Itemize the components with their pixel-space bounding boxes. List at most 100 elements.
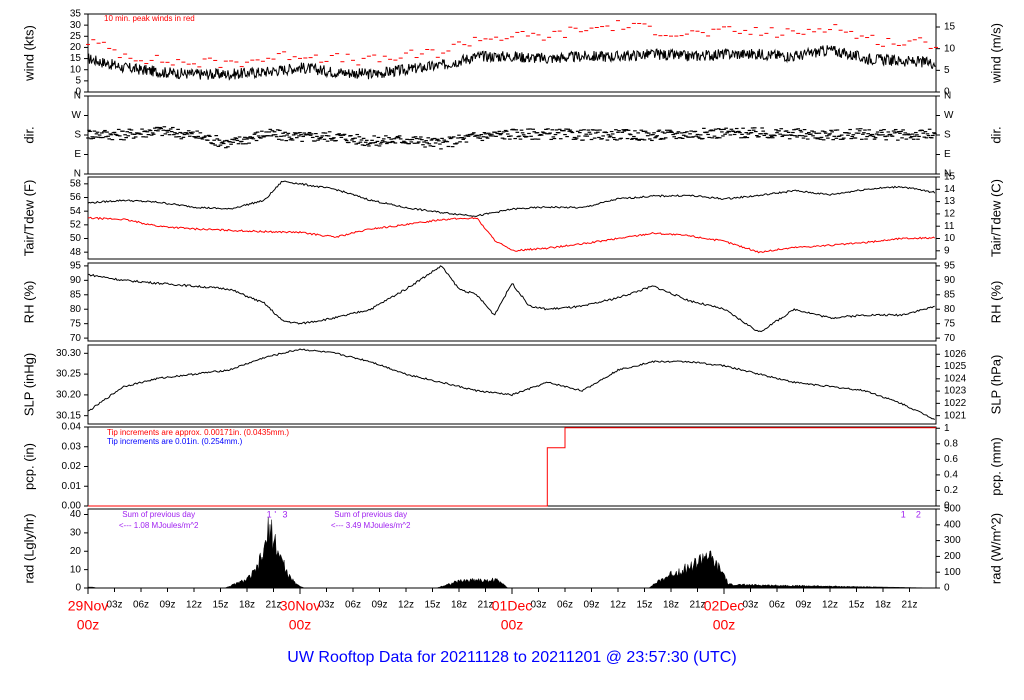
ytick-label-right-slp: 1023 [944, 386, 967, 397]
xtick-label: 18z [451, 600, 467, 611]
ytick-label-left-rh: 90 [70, 275, 82, 286]
radiation-marker: 2 [916, 509, 921, 519]
ytick-label-left-rh: 75 [70, 318, 82, 329]
ytick-label-left-temp: 50 [70, 233, 82, 244]
panel-frame-rh [87, 262, 937, 342]
xtick-label: 21z [477, 600, 493, 611]
ylabel-right-wind: wind (m/s) [988, 23, 1003, 84]
ytick-label-right-slp: 1022 [944, 398, 967, 409]
ytick-label-left-dir: W [72, 110, 82, 121]
chart-title: UW Rooftop Data for 20211128 to 20211201… [287, 649, 737, 666]
xtick-label: 12z [610, 600, 626, 611]
ytick-label-left-rad: 10 [70, 564, 82, 575]
xtick-label: 18z [663, 600, 679, 611]
ytick-label-right-pcp: 0.8 [944, 438, 958, 449]
xtick-label: 03z [318, 600, 334, 611]
xtick-label: 12z [186, 600, 202, 611]
ytick-label-right-rad: 0 [944, 583, 950, 594]
ytick-label-right-temp: 14 [944, 184, 956, 195]
day-label: 02Dec [704, 598, 744, 614]
ytick-label-left-wind: 20 [70, 42, 82, 53]
ytick-label-left-temp: 52 [70, 219, 82, 230]
ytick-label-right-wind: 0 [944, 87, 950, 98]
ytick-label-right-rh: 85 [944, 289, 956, 300]
ytick-label-right-slp: 1025 [944, 361, 967, 372]
ylabel-left-rh: RH (%) [21, 281, 36, 324]
ytick-label-left-dir: N [74, 91, 81, 102]
ytick-label-left-slp: 30.20 [56, 390, 81, 401]
xtick-label: 15z [212, 600, 228, 611]
ytick-label-right-dir: S [944, 130, 951, 141]
note-tip-increment: Tip increments are 0.01in. (0.254mm.) [107, 437, 243, 446]
radiation-marker: 1 [267, 509, 272, 519]
radiation-area [87, 516, 936, 589]
ytick-label-right-pcp: 0.2 [944, 485, 958, 496]
ylabel-right-rh: RH (%) [988, 281, 1003, 324]
ytick-label-right-rad: 300 [944, 535, 961, 546]
xtick-label: 15z [848, 600, 864, 611]
day-label: 30Nov [280, 598, 320, 614]
ytick-label-left-rad: 40 [70, 509, 82, 520]
note-tip-increment-approx: Tip increments are approx. 0.00171in. (0… [107, 428, 289, 437]
ytick-label-left-wind: 30 [70, 20, 82, 31]
panel-frame-rad [87, 508, 937, 589]
day-label: 29Nov [68, 598, 108, 614]
ytick-label-right-rh: 95 [944, 261, 956, 272]
ytick-label-left-wind: 10 [70, 64, 82, 75]
day-hour-label: 00z [713, 617, 736, 633]
ylabel-left-slp: SLP (inHg) [21, 353, 36, 416]
xtick-label: 21z [901, 600, 917, 611]
xtick-label: 06z [769, 600, 785, 611]
ytick-label-right-slp: 1021 [944, 410, 967, 421]
ytick-label-right-rad: 200 [944, 551, 961, 562]
xtick-label: 18z [875, 600, 891, 611]
xtick-label: 09z [583, 600, 599, 611]
ylabel-left-pcp: pcp. (in) [21, 443, 36, 490]
panel-frame-wind [87, 13, 937, 93]
radiation-marker: ' [274, 509, 276, 519]
annotation-peak-winds: 10 min. peak winds in red [104, 14, 195, 23]
sum-label-line2: <--- 3.49 MJoules/m^2 [331, 521, 411, 530]
ytick-label-right-dir: E [944, 149, 951, 160]
xtick-label: 09z [159, 600, 175, 611]
ytick-label-right-wind: 10 [944, 43, 956, 54]
ytick-label-right-temp: 15 [944, 172, 956, 183]
series-temp-1 [87, 216, 936, 254]
ytick-label-left-slp: 30.30 [56, 348, 81, 359]
ylabel-right-temp: Tair/Tdew (C) [988, 179, 1003, 257]
ytick-label-left-pcp: 0.03 [62, 441, 82, 452]
ytick-label-right-pcp: 1 [944, 423, 950, 434]
ytick-label-left-dir: S [74, 130, 81, 141]
ytick-label-left-wind: 0 [75, 87, 81, 98]
ytick-label-right-slp: 1024 [944, 373, 967, 384]
ytick-label-right-rad: 400 [944, 519, 961, 530]
precip-line [88, 427, 936, 507]
day-hour-label: 00z [289, 617, 312, 633]
xtick-label: 06z [133, 600, 149, 611]
ytick-label-right-rh: 90 [944, 275, 956, 286]
ytick-label-right-rh: 70 [944, 333, 956, 344]
ylabel-right-slp: SLP (hPa) [988, 355, 1003, 415]
series-temp-0 [87, 180, 936, 218]
ytick-label-left-temp: 54 [70, 206, 82, 217]
ytick-label-left-pcp: 0.02 [62, 461, 82, 472]
xtick-label: 15z [424, 600, 440, 611]
ytick-label-right-temp: 11 [944, 221, 955, 232]
ytick-label-left-wind: 25 [70, 31, 82, 42]
ytick-label-right-slp: 1026 [944, 349, 967, 360]
ylabel-left-rad: rad (Lgly/hr) [21, 513, 36, 583]
ytick-label-left-rad: 0 [75, 583, 81, 594]
xtick-label: 12z [822, 600, 838, 611]
ytick-label-left-slp: 30.25 [56, 369, 81, 380]
ytick-label-right-dir: W [944, 110, 954, 121]
ytick-label-right-temp: 13 [944, 196, 956, 207]
ytick-label-left-rh: 85 [70, 289, 82, 300]
ytick-label-right-wind: 5 [944, 65, 950, 76]
series-wind-0 [87, 45, 937, 81]
ytick-label-left-rh: 70 [70, 333, 82, 344]
xtick-label: 12z [398, 600, 414, 611]
ytick-label-right-rad: 100 [944, 567, 961, 578]
xtick-label: 06z [557, 600, 573, 611]
xtick-label: 03z [742, 600, 758, 611]
day-label: 01Dec [492, 598, 532, 614]
